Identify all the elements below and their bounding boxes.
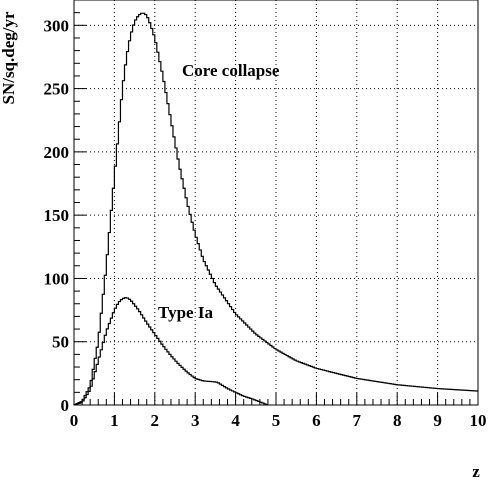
x-tick-label: 1 (110, 411, 119, 430)
series-layer (73, 12, 478, 406)
y-tick-label: 150 (44, 206, 70, 225)
y-tick-label: 200 (44, 143, 70, 162)
x-tick-label: 7 (353, 411, 362, 430)
y-tick-label: 100 (44, 269, 70, 288)
annotation-type-ia: Type Ia (158, 303, 213, 322)
y-tick-label: 50 (52, 333, 69, 352)
annotation-core-collapse: Core collapse (182, 61, 280, 80)
grid-lines (74, 0, 478, 405)
series-type-ia-line (73, 297, 268, 406)
axis-ticks (73, 0, 479, 406)
x-tick-label: 0 (70, 411, 79, 430)
y-tick-label: 0 (61, 396, 70, 415)
series-core-collapse-line (73, 12, 478, 406)
x-tick-label: 2 (151, 411, 160, 430)
y-tick-label: 300 (44, 16, 70, 35)
x-tick-label: 4 (231, 411, 240, 430)
x-tick-label: 6 (312, 411, 321, 430)
y-axis-title: SN/sq.deg/yr (0, 11, 18, 104)
x-tick-label: 5 (272, 411, 281, 430)
x-tick-label: 3 (191, 411, 200, 430)
x-tick-label: 9 (433, 411, 442, 430)
x-tick-label: 8 (393, 411, 402, 430)
x-tick-label: 10 (470, 411, 487, 430)
x-axis-title: z (472, 462, 480, 481)
y-tick-label: 250 (44, 80, 70, 99)
